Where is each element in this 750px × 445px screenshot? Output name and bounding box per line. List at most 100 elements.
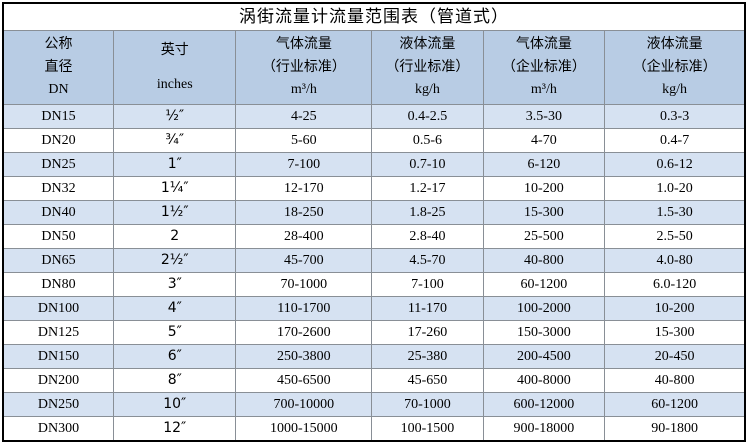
cell-dn: DN50 bbox=[2, 224, 115, 249]
cell-liquid-enterprise: 4.0-80 bbox=[604, 248, 746, 273]
cell-gas-enterprise: 15-300 bbox=[482, 200, 606, 225]
column-header-inches: 英寸 inches bbox=[113, 30, 237, 105]
cell-inches: 2½″ bbox=[113, 248, 237, 273]
cell-gas-industry: 7-100 bbox=[235, 152, 373, 177]
cell-liquid-industry: 1.2-17 bbox=[371, 176, 484, 201]
cell-inches: 1¼″ bbox=[113, 176, 237, 201]
cell-gas-enterprise: 6-120 bbox=[482, 152, 606, 177]
header-line: 公称 bbox=[44, 37, 73, 53]
table-row: DN50 2 28-400 2.8-40 25-500 2.5-50 bbox=[2, 224, 746, 249]
cell-inches: ¾″ bbox=[113, 128, 237, 153]
cell-dn: DN65 bbox=[2, 248, 115, 273]
cell-liquid-enterprise: 0.3-3 bbox=[604, 104, 746, 129]
cell-gas-enterprise: 25-500 bbox=[482, 224, 606, 249]
cell-dn: DN32 bbox=[2, 176, 115, 201]
table-row: DN25 1″ 7-100 0.7-10 6-120 0.6-12 bbox=[2, 152, 746, 177]
table-row: DN250 10″ 700-10000 70-1000 600-12000 60-1200 bbox=[2, 392, 746, 417]
header-line: kg/h bbox=[662, 82, 688, 98]
cell-liquid-enterprise: 15-300 bbox=[604, 320, 746, 345]
cell-liquid-industry: 100-1500 bbox=[371, 416, 484, 441]
cell-liquid-enterprise: 10-200 bbox=[604, 296, 746, 321]
cell-gas-enterprise: 900-18000 bbox=[482, 416, 606, 441]
cell-liquid-industry: 4.5-70 bbox=[371, 248, 484, 273]
cell-dn: DN20 bbox=[2, 128, 115, 153]
header-line: 液体流量 bbox=[399, 37, 456, 53]
cell-gas-industry: 12-170 bbox=[235, 176, 373, 201]
cell-gas-industry: 45-700 bbox=[235, 248, 373, 273]
cell-inches: 6″ bbox=[113, 344, 237, 369]
column-header-liquid-industry: 液体流量 （行业标准） kg/h bbox=[371, 30, 484, 105]
cell-inches: 2 bbox=[113, 224, 237, 249]
cell-liquid-enterprise: 0.4-7 bbox=[604, 128, 746, 153]
header-line: 液体流量 bbox=[646, 37, 703, 53]
cell-dn: DN150 bbox=[2, 344, 115, 369]
cell-gas-industry: 18-250 bbox=[235, 200, 373, 225]
cell-gas-industry: 170-2600 bbox=[235, 320, 373, 345]
cell-gas-industry: 70-1000 bbox=[235, 272, 373, 297]
cell-liquid-enterprise: 60-1200 bbox=[604, 392, 746, 417]
table-row: DN15 ½″ 4-25 0.4-2.5 3.5-30 0.3-3 bbox=[2, 104, 746, 129]
header-line: m³/h bbox=[530, 82, 557, 98]
cell-inches: 5″ bbox=[113, 320, 237, 345]
header-line: kg/h bbox=[414, 82, 440, 98]
cell-inches: 4″ bbox=[113, 296, 237, 321]
header-line: 英寸 bbox=[160, 42, 189, 58]
cell-gas-industry: 5-60 bbox=[235, 128, 373, 153]
cell-gas-industry: 4-25 bbox=[235, 104, 373, 129]
cell-liquid-enterprise: 0.6-12 bbox=[604, 152, 746, 177]
cell-liquid-industry: 0.4-2.5 bbox=[371, 104, 484, 129]
cell-inches: 1½″ bbox=[113, 200, 237, 225]
cell-liquid-industry: 1.8-25 bbox=[371, 200, 484, 225]
column-header-dn: 公称直径 DN bbox=[2, 30, 115, 105]
cell-inches: 12″ bbox=[113, 416, 237, 441]
header-line: DN bbox=[48, 82, 69, 98]
header-line: inches bbox=[156, 76, 193, 92]
table-header-row: 公称直径 DN 英寸 inches 气体流量 （行业标准） m³/h 液体流量 （行业标准… bbox=[2, 30, 746, 105]
header-line: （行业标准） bbox=[261, 59, 346, 75]
cell-dn: DN25 bbox=[2, 152, 115, 177]
cell-gas-industry: 700-10000 bbox=[235, 392, 373, 417]
cell-liquid-industry: 45-650 bbox=[371, 368, 484, 393]
cell-gas-enterprise: 150-3000 bbox=[482, 320, 606, 345]
cell-dn: DN15 bbox=[2, 104, 115, 129]
cell-liquid-industry: 25-380 bbox=[371, 344, 484, 369]
cell-gas-enterprise: 4-70 bbox=[482, 128, 606, 153]
table-row: DN80 3″ 70-1000 7-100 60-1200 6.0-120 bbox=[2, 272, 746, 297]
header-line: 气体流量 bbox=[275, 37, 332, 53]
cell-liquid-industry: 2.8-40 bbox=[371, 224, 484, 249]
table-body: DN15 ½″ 4-25 0.4-2.5 3.5-30 0.3-3 DN20 ¾″ 5-60 0.… bbox=[2, 104, 746, 441]
cell-gas-enterprise: 100-2000 bbox=[482, 296, 606, 321]
table-row: DN300 12″ 1000-15000 100-1500 900-18000 90-18… bbox=[2, 416, 746, 441]
table-row: DN65 2½″ 45-700 4.5-70 40-800 4.0-80 bbox=[2, 248, 746, 273]
cell-liquid-enterprise: 1.5-30 bbox=[604, 200, 746, 225]
header-line: （企业标准） bbox=[632, 59, 717, 75]
cell-liquid-industry: 17-260 bbox=[371, 320, 484, 345]
cell-gas-enterprise: 40-800 bbox=[482, 248, 606, 273]
table-title: 涡街流量计流量范围表（管道式） bbox=[2, 2, 746, 31]
cell-liquid-industry: 7-100 bbox=[371, 272, 484, 297]
cell-inches: 8″ bbox=[113, 368, 237, 393]
cell-inches: 10″ bbox=[113, 392, 237, 417]
cell-liquid-enterprise: 90-1800 bbox=[604, 416, 746, 441]
cell-liquid-enterprise: 20-450 bbox=[604, 344, 746, 369]
cell-gas-enterprise: 600-12000 bbox=[482, 392, 606, 417]
cell-gas-enterprise: 200-4500 bbox=[482, 344, 606, 369]
cell-liquid-industry: 0.7-10 bbox=[371, 152, 484, 177]
table-row: DN200 8″ 450-6500 45-650 400-8000 40-800 bbox=[2, 368, 746, 393]
table-row: DN150 6″ 250-3800 25-380 200-4500 20-450 bbox=[2, 344, 746, 369]
table-row: DN125 5″ 170-2600 17-260 150-3000 15-300 bbox=[2, 320, 746, 345]
cell-gas-industry: 28-400 bbox=[235, 224, 373, 249]
table-title-row: 涡街流量计流量范围表（管道式） bbox=[2, 2, 746, 31]
cell-dn: DN125 bbox=[2, 320, 115, 345]
cell-gas-enterprise: 400-8000 bbox=[482, 368, 606, 393]
cell-gas-industry: 110-1700 bbox=[235, 296, 373, 321]
table-row: DN100 4″ 110-1700 11-170 100-2000 10-200 bbox=[2, 296, 746, 321]
cell-liquid-industry: 11-170 bbox=[371, 296, 484, 321]
header-line: 直径 bbox=[44, 59, 73, 75]
cell-gas-industry: 450-6500 bbox=[235, 368, 373, 393]
cell-gas-enterprise: 60-1200 bbox=[482, 272, 606, 297]
cell-gas-industry: 250-3800 bbox=[235, 344, 373, 369]
cell-gas-industry: 1000-15000 bbox=[235, 416, 373, 441]
